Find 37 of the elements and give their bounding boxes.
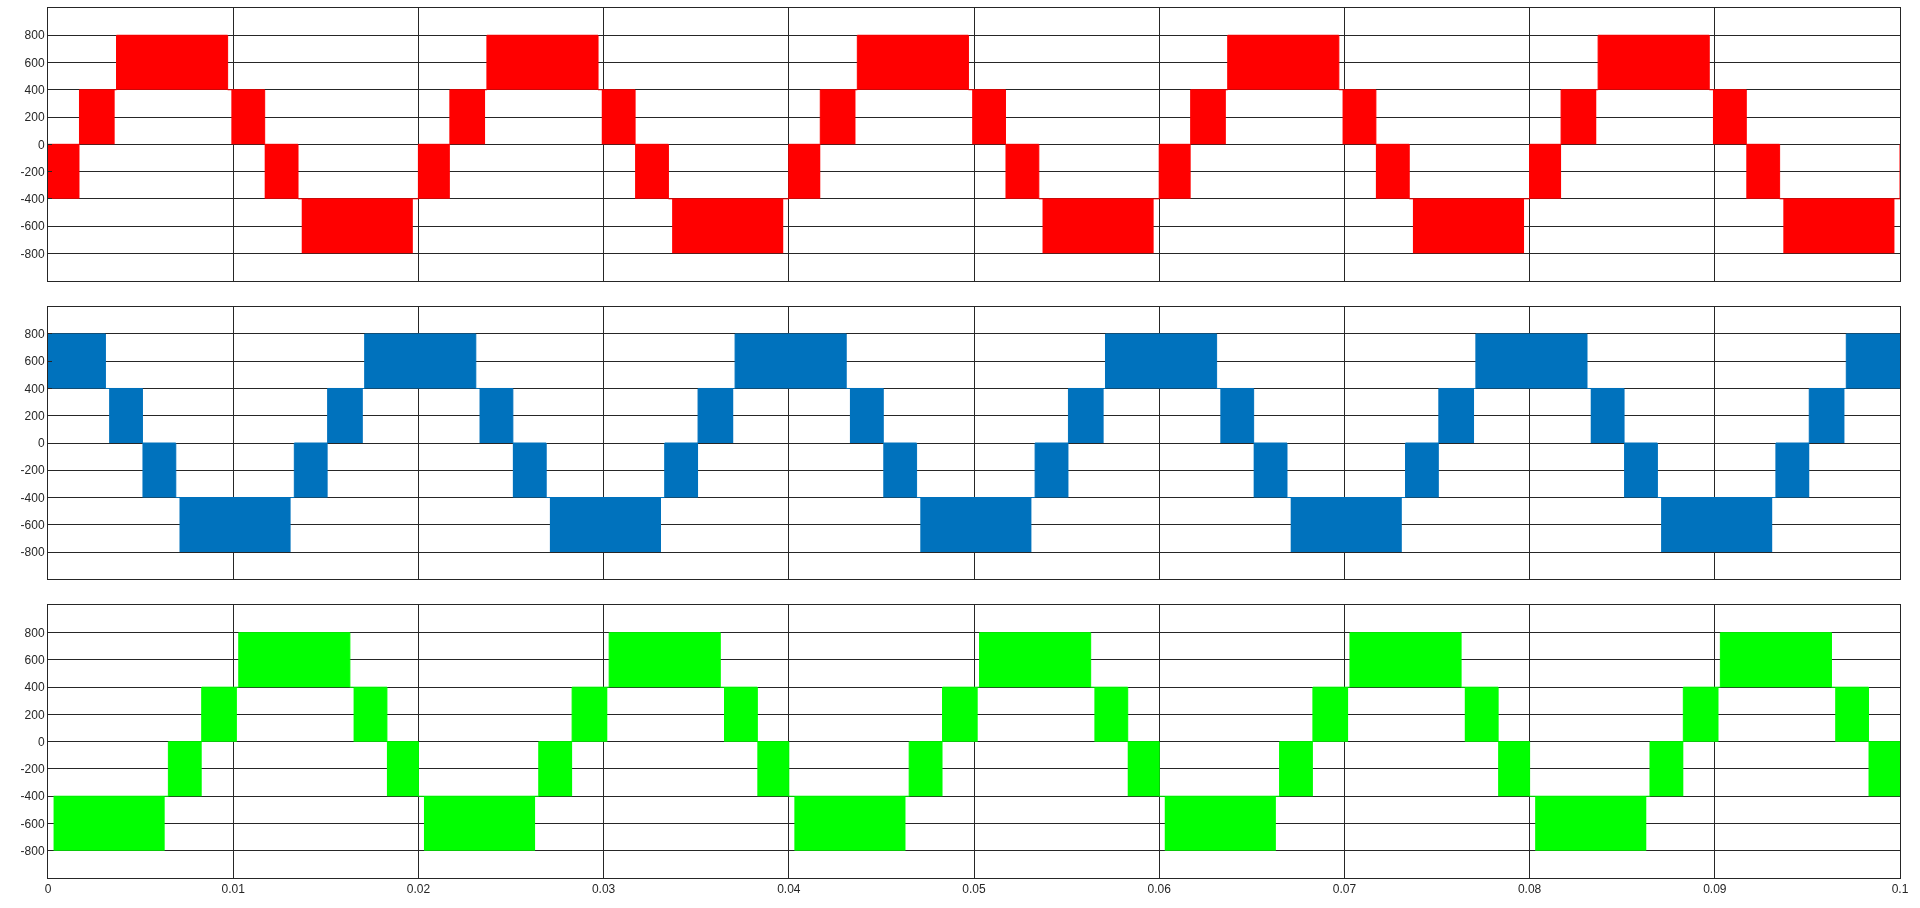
y-tick-label: -800: [20, 545, 45, 560]
y-tick-label: 200: [24, 408, 45, 423]
y-tick-label: -200: [20, 164, 45, 179]
y-tick-label: 400: [24, 680, 45, 695]
y-tick-label: 200: [24, 707, 45, 722]
y-tick-label: 0: [37, 137, 45, 152]
y-tick-label: -800: [20, 246, 45, 261]
y-tick-label: -400: [20, 789, 45, 804]
y-tick-label: -200: [20, 762, 45, 777]
y-tick-label: 0: [37, 436, 45, 451]
x-tick-label: 0.03: [591, 882, 616, 897]
y-tick-label: -600: [20, 517, 45, 532]
x-tick-label: 0.05: [962, 882, 986, 897]
y-tick-label: -400: [20, 192, 45, 207]
y-tick-label: 0: [37, 734, 45, 749]
x-tick-label: 0.09: [1703, 882, 1727, 897]
y-tick-label: 600: [24, 653, 45, 668]
y-tick-label: 400: [24, 381, 45, 396]
y-tick-label: -200: [20, 463, 45, 478]
y-tick-label: 400: [24, 82, 45, 97]
x-tick-label: 0.08: [1517, 882, 1542, 897]
y-tick-label: 600: [24, 55, 45, 70]
x-tick-label: 0.01: [221, 882, 246, 897]
y-tick-label: 800: [24, 327, 45, 342]
x-tick-label: 0.04: [777, 882, 801, 897]
x-tick-label: 0.07: [1332, 882, 1357, 897]
x-tick-label: 0.02: [406, 882, 431, 897]
y-tick-label: 600: [24, 354, 45, 369]
x-tick-label: 0.06: [1147, 882, 1172, 897]
y-tick-label: -400: [20, 490, 45, 505]
y-tick-label: -600: [20, 219, 45, 234]
y-tick-label: 800: [24, 625, 45, 640]
y-tick-label: 800: [24, 28, 45, 43]
y-tick-label: 200: [24, 110, 45, 125]
x-tick-label: 0.1: [1891, 882, 1909, 897]
y-tick-label: -800: [20, 843, 45, 858]
y-tick-label: -600: [20, 816, 45, 831]
